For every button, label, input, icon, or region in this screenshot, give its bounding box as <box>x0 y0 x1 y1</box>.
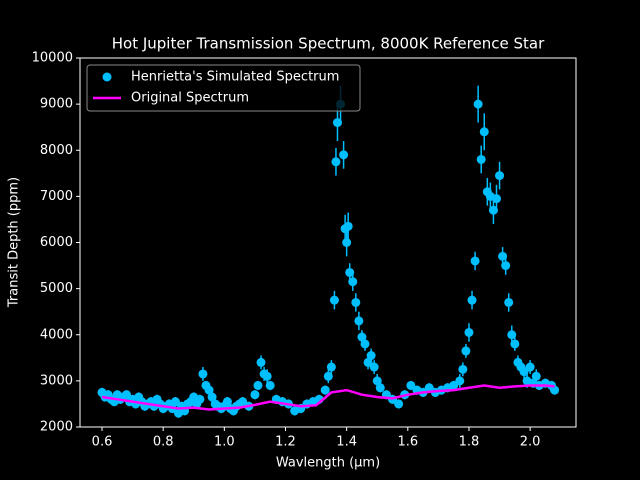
data-point <box>265 380 275 390</box>
data-point <box>504 297 514 307</box>
data-point <box>467 295 477 305</box>
data-point <box>323 371 333 381</box>
data-point <box>357 332 367 342</box>
x-tick-label: 0.8 <box>153 435 174 450</box>
y-tick-label: 5000 <box>40 281 73 296</box>
data-point <box>375 383 385 393</box>
x-tick-label: 1.6 <box>397 435 418 450</box>
legend-swatch <box>102 72 112 82</box>
data-point <box>461 346 471 356</box>
data-point <box>479 127 489 137</box>
x-tick-label: 1.4 <box>336 435 357 450</box>
data-point <box>326 362 336 372</box>
data-point <box>256 357 266 367</box>
data-point <box>348 277 358 287</box>
x-tick-label: 2.0 <box>520 435 541 450</box>
data-point <box>394 399 404 409</box>
y-tick-label: 7000 <box>40 189 73 204</box>
data-point <box>449 380 459 390</box>
data-point <box>250 390 260 400</box>
data-point <box>531 371 541 381</box>
data-point <box>170 397 180 407</box>
x-tick-label: 1.0 <box>214 435 235 450</box>
data-point <box>406 380 416 390</box>
x-axis-label: Wavlength (µm) <box>276 456 380 471</box>
data-point <box>476 154 486 164</box>
data-point <box>339 150 349 160</box>
data-point <box>464 327 474 337</box>
data-point <box>222 397 232 407</box>
data-point <box>343 221 353 231</box>
data-point <box>121 390 131 400</box>
data-point <box>320 385 330 395</box>
data-point <box>198 369 208 379</box>
data-point <box>342 238 352 247</box>
y-tick-label: 4000 <box>40 327 73 342</box>
y-tick-label: 10000 <box>32 51 73 66</box>
y-axis-label: Transit Depth (ppm) <box>7 177 22 308</box>
data-point <box>510 339 520 349</box>
legend-box <box>86 64 361 112</box>
data-point <box>519 367 529 377</box>
data-point <box>495 171 505 181</box>
data-point <box>332 118 342 128</box>
data-point <box>354 316 364 326</box>
data-point <box>366 351 376 361</box>
data-point <box>207 392 217 402</box>
y-tick-label: 6000 <box>40 235 73 250</box>
legend-label: Original Spectrum <box>131 91 249 106</box>
data-point <box>498 251 508 261</box>
data-point <box>262 371 272 381</box>
data-point <box>360 339 370 349</box>
data-point <box>424 383 434 393</box>
data-point <box>455 376 465 386</box>
data-point <box>525 362 535 372</box>
chart-title: Hot Jupiter Transmission Spectrum, 8000K… <box>112 35 545 53</box>
y-tick-label: 9000 <box>40 97 73 112</box>
data-point <box>369 362 379 372</box>
data-point <box>488 205 498 215</box>
data-point <box>331 157 341 167</box>
x-tick-label: 1.8 <box>459 435 480 450</box>
data-point <box>345 267 355 277</box>
data-point <box>458 364 468 374</box>
data-point <box>372 376 382 386</box>
data-point <box>351 297 361 307</box>
data-point <box>195 394 205 404</box>
line <box>101 384 555 411</box>
data-point <box>204 385 214 395</box>
data-point <box>550 385 560 395</box>
data-point <box>507 330 517 340</box>
legend-label: Henrietta's Simulated Spectrum <box>131 70 339 85</box>
x-tick-label: 0.6 <box>92 435 113 450</box>
y-tick-label: 2000 <box>40 420 73 435</box>
data-point <box>238 397 248 407</box>
y-tick-label: 8000 <box>40 143 73 158</box>
x-tick-label: 1.2 <box>275 435 296 450</box>
data-point <box>253 380 263 390</box>
data-point <box>501 261 511 271</box>
data-point <box>470 256 480 266</box>
y-tick-label: 3000 <box>40 373 73 388</box>
data-point <box>491 194 501 204</box>
data-point <box>473 99 483 109</box>
data-point <box>329 295 339 305</box>
data-point <box>363 357 373 367</box>
plot-frame <box>79 57 577 428</box>
